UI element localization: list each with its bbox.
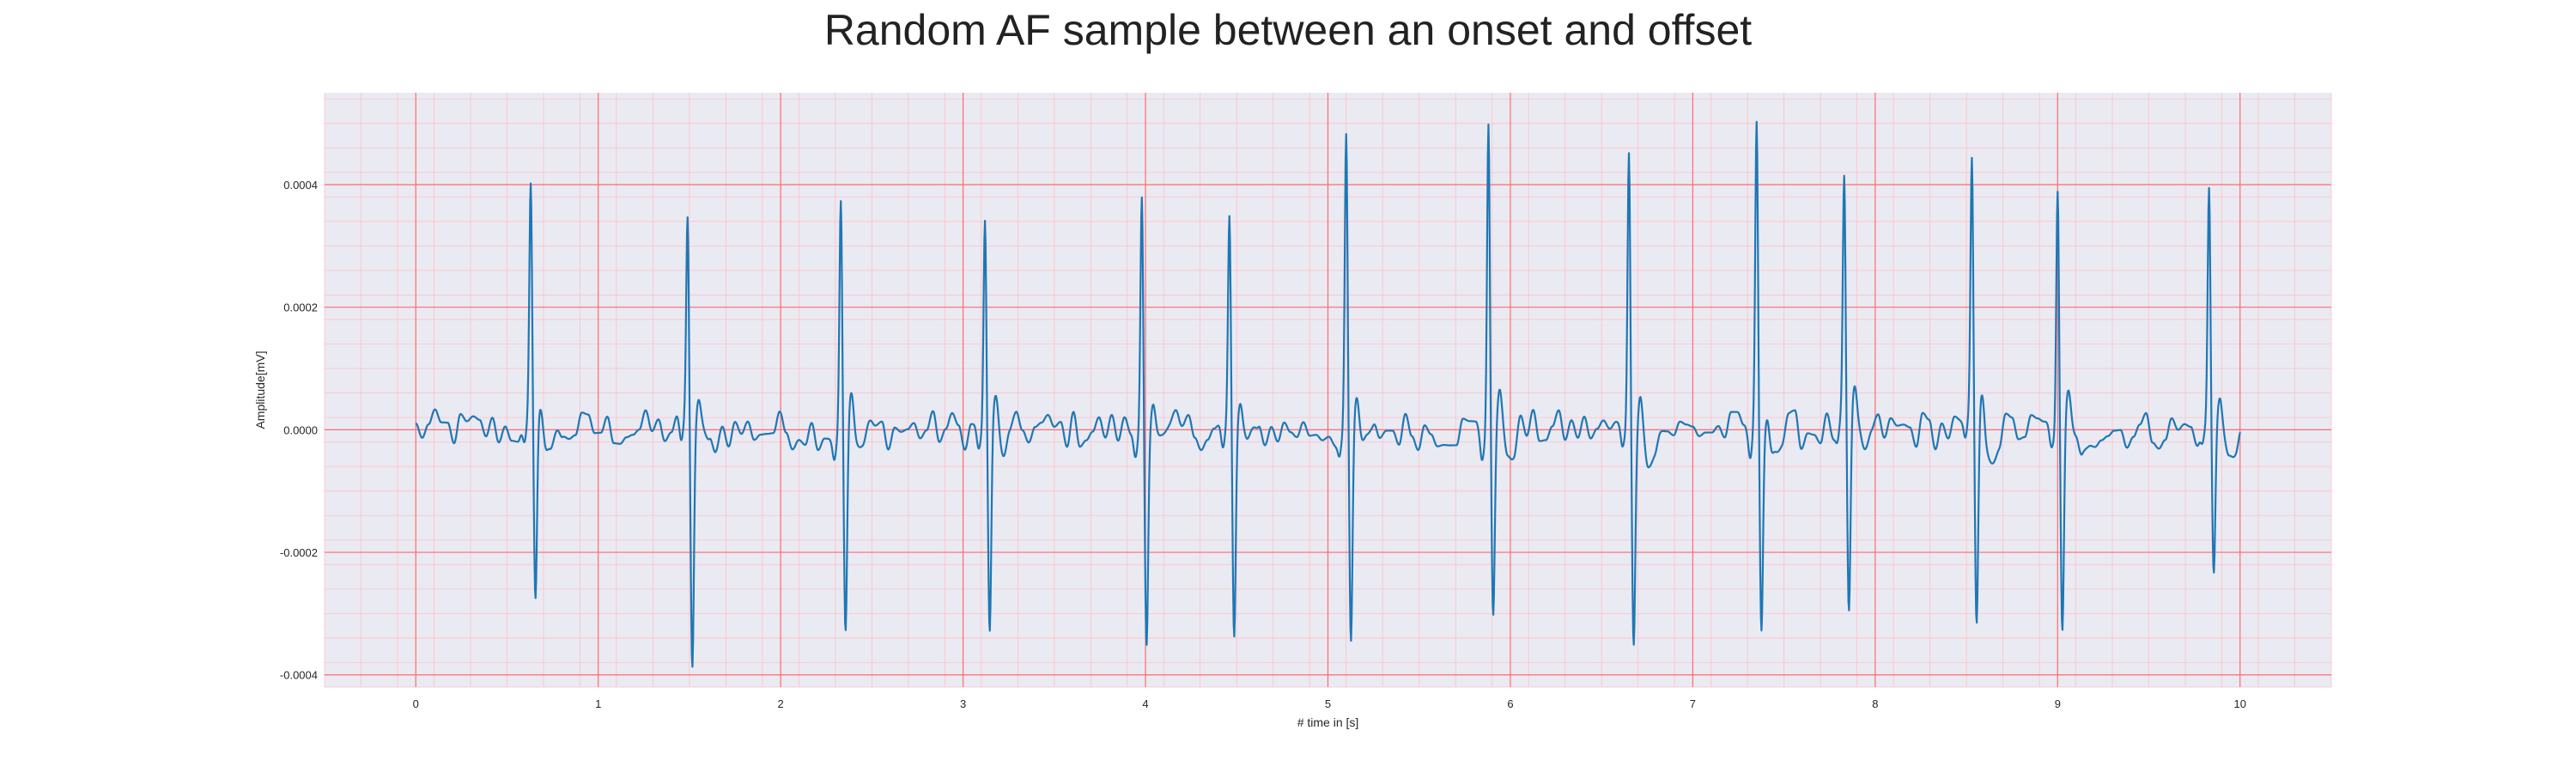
x-tick-label: 0: [413, 697, 419, 710]
x-tick-label: 2: [778, 697, 784, 710]
x-tick-label: 4: [1142, 697, 1148, 710]
y-tick-label: -0.0004: [280, 669, 318, 682]
y-axis-ticks: -0.0004 -0.0002 0.0000 0.0002 0.0004: [280, 179, 318, 682]
x-tick-label: 8: [1872, 697, 1878, 710]
x-axis-label: # time in [s]: [1297, 715, 1359, 729]
x-axis-ticks: 0 1 2 3 4 5 6 7 8 9 10: [413, 697, 2246, 710]
x-tick-label: 7: [1690, 697, 1696, 710]
x-tick-label: 10: [2234, 697, 2246, 710]
x-tick-label: 6: [1507, 697, 1513, 710]
x-tick-label: 5: [1325, 697, 1331, 710]
y-tick-label: 0.0002: [283, 301, 318, 314]
x-tick-label: 3: [960, 697, 966, 710]
x-tick-label: 1: [595, 697, 601, 710]
y-tick-label: 0.0000: [283, 423, 318, 436]
y-axis-label: Amplitude[mV]: [253, 350, 267, 429]
x-tick-label: 9: [2055, 697, 2061, 710]
series-line-ecg: [415, 120, 2241, 668]
chart-title: Random AF sample between an onset and of…: [823, 6, 1753, 54]
y-tick-label: 0.0004: [283, 179, 318, 192]
y-tick-label: -0.0002: [280, 546, 318, 559]
